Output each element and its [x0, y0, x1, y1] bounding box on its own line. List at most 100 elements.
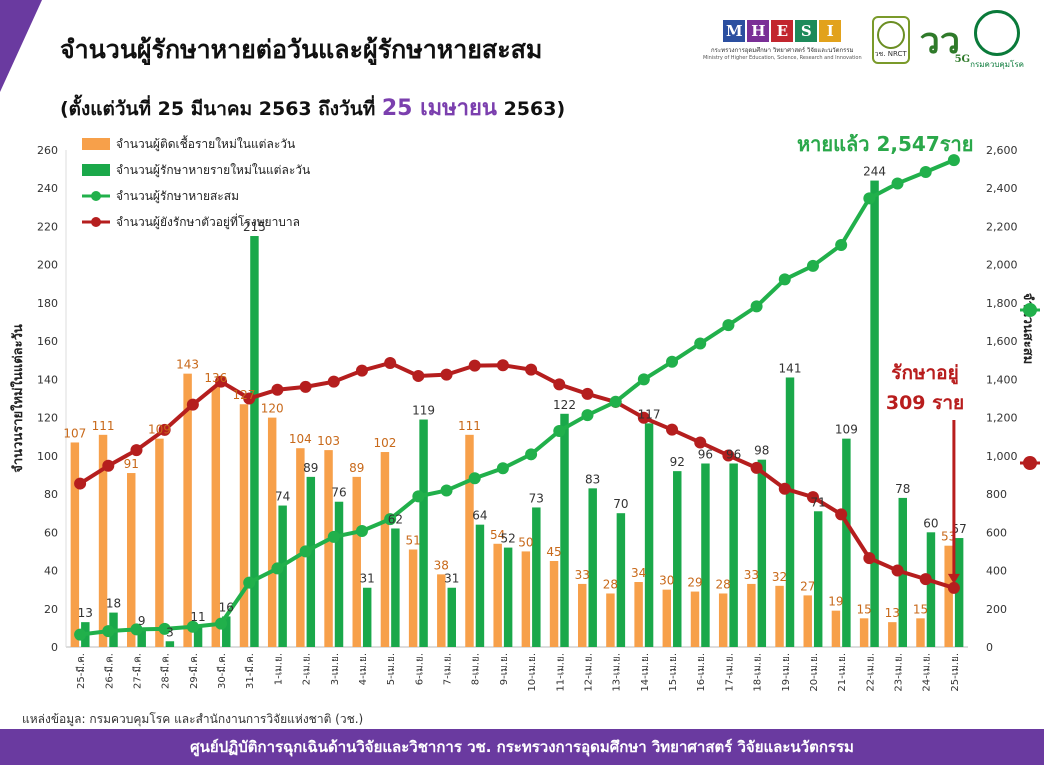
data-label-new-cases: 29	[687, 576, 702, 590]
bar-new-recovered	[475, 524, 485, 647]
point-cumulative-recovered	[919, 165, 932, 178]
bar-new-recovered	[250, 236, 259, 647]
point-in-hospital	[891, 564, 904, 577]
data-label-new-recovered: 117	[638, 407, 661, 421]
point-cumulative-recovered	[215, 617, 228, 630]
data-label-new-cases: 107	[63, 426, 86, 440]
v5g-mark: วว	[919, 19, 961, 62]
x-tick-label: 28-มี.ค.	[160, 653, 172, 689]
bar-new-cases	[859, 618, 869, 647]
mhesi-letter-s: S	[795, 19, 818, 42]
bar-new-cases	[239, 404, 249, 647]
bar-new-recovered	[391, 528, 400, 647]
y2-tick-label: 800	[986, 488, 1007, 501]
bar-new-recovered	[165, 641, 175, 647]
x-tick-label: 14-เม.ย.	[640, 653, 651, 692]
x-tick-label: 24-เม.ย.	[922, 653, 933, 692]
bar-new-recovered	[616, 513, 626, 647]
data-label-new-cases: 102	[373, 436, 396, 450]
point-cumulative-recovered	[186, 620, 199, 633]
bar-new-cases	[944, 545, 953, 647]
bar-new-cases	[690, 591, 700, 647]
data-label-new-cases: 28	[716, 577, 731, 591]
legend-label: จำนวนผู้ติดเชื้อรายใหม่ในแต่ละวัน	[116, 135, 295, 152]
point-in-hospital	[327, 375, 340, 388]
bar-new-recovered	[419, 419, 428, 647]
bar-new-cases	[267, 417, 277, 647]
in-treatment-line1: รักษาอยู่	[891, 362, 959, 384]
point-in-hospital	[778, 482, 791, 495]
bar-new-cases	[465, 434, 474, 647]
y-tick-label: 240	[37, 182, 58, 195]
x-tick-label: 20-เม.ย.	[809, 653, 820, 692]
x-tick-label: 29-มี.ค.	[188, 653, 200, 689]
bar-new-recovered	[701, 463, 710, 647]
bar-new-cases	[831, 610, 841, 647]
data-label-new-recovered: 76	[331, 486, 346, 500]
point-cumulative-recovered	[412, 490, 425, 503]
mhesi-letter-e: E	[771, 19, 794, 42]
data-label-new-recovered: 109	[835, 423, 858, 437]
y-tick-label: 120	[37, 412, 58, 425]
y2-tick-label: 2,200	[986, 220, 1018, 233]
data-label-new-recovered: 96	[726, 447, 741, 461]
y-tick-label: 60	[44, 526, 58, 539]
point-cumulative-recovered	[806, 259, 819, 272]
data-label-new-recovered: 11	[190, 610, 205, 624]
data-label-new-recovered: 3	[166, 625, 174, 639]
data-label-new-recovered: 9	[138, 614, 146, 628]
data-label-new-recovered: 78	[895, 482, 910, 496]
x-tick-label: 18-เม.ย.	[753, 653, 764, 692]
line-in-hospital	[79, 360, 955, 590]
data-label-new-cases: 30	[659, 574, 674, 588]
point-in-hospital	[299, 380, 312, 393]
y2-tick-label: 1,800	[986, 297, 1018, 310]
legend-label: จำนวนผู้รักษาหายรายใหม่ในแต่ละวัน	[116, 163, 310, 178]
bar-new-cases	[916, 618, 925, 647]
point-cumulative-recovered	[891, 177, 904, 190]
bar-new-cases	[380, 452, 390, 647]
data-label-new-recovered: 141	[779, 361, 802, 375]
subtitle-suffix: 2563)	[503, 98, 566, 120]
point-cumulative-recovered	[299, 545, 312, 558]
data-label-new-cases: 33	[575, 568, 590, 582]
nrct-logo: วช. NRCT	[871, 16, 910, 64]
bar-new-cases	[98, 434, 108, 647]
point-cumulative-recovered	[158, 622, 171, 635]
x-tick-label: 6-เม.ย.	[414, 653, 425, 685]
data-label-new-recovered: 62	[388, 512, 403, 526]
data-label-new-cases: 54	[490, 528, 505, 542]
y-tick-label: 220	[37, 220, 58, 233]
bar-new-cases	[888, 622, 897, 647]
point-in-hospital	[694, 436, 707, 449]
data-label-new-cases: 27	[800, 579, 815, 593]
mhesi-letter-h: H	[747, 19, 770, 42]
bar-new-recovered	[306, 476, 316, 647]
bar-new-cases	[634, 582, 643, 647]
x-tick-label: 31-มี.ค.	[244, 653, 256, 689]
point-cumulative-recovered	[102, 625, 115, 638]
data-label-new-cases: 51	[405, 534, 420, 548]
point-in-hospital	[863, 552, 876, 565]
data-label-new-recovered: 92	[670, 455, 685, 469]
ddc-label: กรมควบคุมโรค	[970, 59, 1024, 69]
point-in-hospital	[243, 392, 256, 405]
in-treatment-arrow-head	[947, 573, 960, 584]
data-label-new-cases: 13	[885, 606, 900, 620]
subtitle-highlight-date: 25 เมษายน	[381, 96, 497, 121]
data-label-new-recovered: 13	[78, 606, 93, 620]
point-cumulative-recovered	[525, 448, 538, 461]
point-cumulative-recovered	[778, 273, 791, 286]
point-cumulative-recovered	[74, 628, 87, 641]
bar-new-recovered	[362, 587, 372, 647]
legend-marker	[91, 191, 101, 201]
x-tick-label: 4-เม.ย.	[358, 653, 369, 685]
data-label-new-cases: 34	[631, 566, 646, 580]
v5g-suffix: 5G	[954, 53, 971, 65]
point-in-hospital	[806, 491, 819, 504]
recovery-chart: 0 20 40 60 80 100 120 140 160 180 200 220 240 260 0 200…	[9, 135, 1040, 692]
data-label-new-cases: 91	[124, 457, 139, 471]
bar-new-cases	[578, 583, 587, 647]
point-in-hospital	[666, 423, 679, 436]
in-treatment-line2: 309 ราย	[885, 392, 965, 414]
